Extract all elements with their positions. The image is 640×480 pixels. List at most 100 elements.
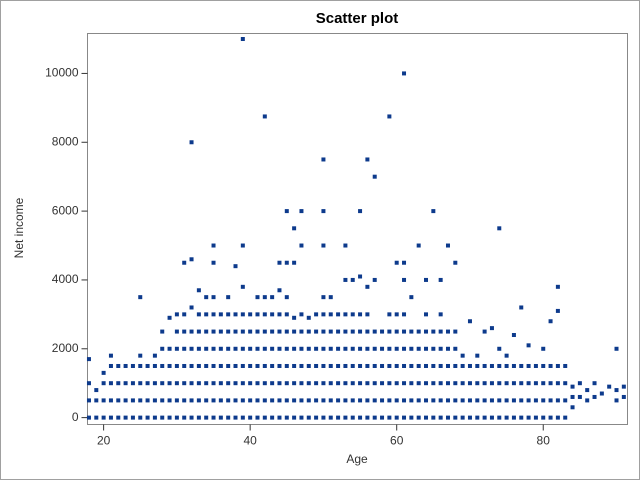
scatter-point (299, 329, 304, 334)
scatter-point (475, 381, 480, 386)
scatter-point (570, 394, 575, 399)
scatter-point (475, 353, 480, 358)
x-tick-label: 80 (537, 434, 551, 448)
scatter-point (174, 415, 179, 420)
scatter-point (292, 329, 297, 334)
scatter-point (336, 381, 341, 386)
scatter-point (204, 329, 209, 334)
scatter-point (409, 363, 414, 368)
scatter-point (607, 384, 612, 389)
scatter-point (358, 346, 363, 351)
scatter-point (182, 260, 187, 265)
scatter-point (167, 381, 172, 386)
scatter-point (299, 363, 304, 368)
scatter-point (108, 353, 113, 358)
scatter-point (167, 346, 172, 351)
scatter-point (233, 415, 238, 420)
scatter-point (519, 398, 524, 403)
scatter-point (621, 394, 626, 399)
scatter-point (189, 305, 194, 310)
scatter-point (152, 363, 157, 368)
scatter-point (152, 381, 157, 386)
scatter-point (504, 381, 509, 386)
scatter-point (218, 398, 223, 403)
scatter-point (182, 346, 187, 351)
scatter-point (497, 381, 502, 386)
scatter-point (160, 415, 165, 420)
scatter-point (262, 295, 267, 300)
scatter-point (196, 288, 201, 293)
scatter-point (211, 260, 216, 265)
scatter-point (445, 243, 450, 248)
scatter-point (196, 415, 201, 420)
scatter-point (284, 209, 289, 214)
scatter-point (182, 398, 187, 403)
scatter-point (174, 381, 179, 386)
scatter-point (174, 329, 179, 334)
scatter-point (299, 381, 304, 386)
scatter-point (299, 209, 304, 214)
scatter-point (519, 415, 524, 420)
scatter-point (358, 274, 363, 279)
scatter-point (350, 329, 355, 334)
scatter-point (350, 346, 355, 351)
scatter-point (182, 329, 187, 334)
scatter-point (306, 363, 311, 368)
scatter-point (358, 381, 363, 386)
scatter-point (277, 312, 282, 317)
scatter-point (86, 398, 91, 403)
scatter-point (160, 381, 165, 386)
y-tick-label: 6000 (52, 203, 79, 217)
scatter-point (226, 415, 231, 420)
scatter-point (248, 346, 253, 351)
scatter-point (292, 260, 297, 265)
scatter-point (240, 398, 245, 403)
scatter-point (182, 363, 187, 368)
scatter-point (416, 243, 421, 248)
scatter-point (387, 381, 392, 386)
scatter-point (116, 415, 121, 420)
scatter-point (211, 243, 216, 248)
scatter-point (526, 398, 531, 403)
scatter-point (182, 415, 187, 420)
scatter-point (387, 329, 392, 334)
scatter-point (262, 415, 267, 420)
scatter-point (255, 329, 260, 334)
scatter-point (226, 363, 231, 368)
scatter-point (438, 277, 443, 282)
scatter-point (321, 329, 326, 334)
scatter-point (262, 329, 267, 334)
scatter-point (145, 415, 150, 420)
scatter-point (489, 363, 494, 368)
scatter-point (204, 312, 209, 317)
scatter-point (167, 363, 172, 368)
scatter-point (533, 415, 538, 420)
scatter-point (277, 346, 282, 351)
scatter-point (116, 381, 121, 386)
scatter-point (306, 415, 311, 420)
scatter-point (614, 398, 619, 403)
scatter-point (467, 381, 472, 386)
scatter-point (138, 353, 143, 358)
scatter-point (570, 384, 575, 389)
scatter-point (101, 415, 106, 420)
scatter-point (196, 329, 201, 334)
scatter-point (138, 363, 143, 368)
scatter-point (467, 415, 472, 420)
scatter-point (314, 381, 319, 386)
scatter-point (343, 346, 348, 351)
scatter-point (255, 312, 260, 317)
scatter-point (314, 329, 319, 334)
scatter-point (211, 312, 216, 317)
scatter-point (358, 312, 363, 317)
scatter-point (497, 415, 502, 420)
scatter-point (189, 381, 194, 386)
scatter-point (372, 381, 377, 386)
scatter-point (409, 415, 414, 420)
scatter-point (541, 381, 546, 386)
scatter-point (233, 329, 238, 334)
scatter-point (218, 415, 223, 420)
scatter-point (409, 295, 414, 300)
scatter-point (350, 415, 355, 420)
scatter-point (255, 415, 260, 420)
